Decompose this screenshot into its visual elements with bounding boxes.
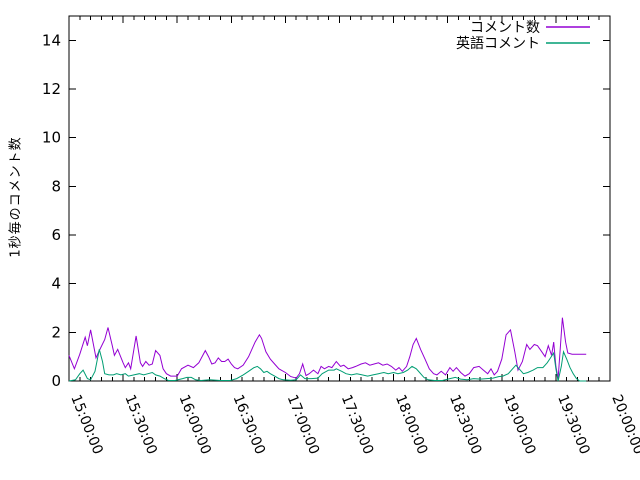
legend-label-comments: コメント数	[470, 20, 540, 36]
series-group	[68, 317, 587, 382]
series-line-comments	[68, 317, 587, 379]
y-tick-label: 8	[51, 177, 61, 195]
plot-border	[68, 15, 611, 382]
x-tick-label: 19:00:00	[500, 393, 538, 457]
axes-group: 15:00:00 15:30:00 16:00:00 16:30:00 17:00:00…	[42, 15, 640, 457]
y-tick-label: 6	[51, 226, 61, 244]
y-tick-label: 12	[42, 80, 61, 98]
x-tick-label: 17:00:00	[284, 393, 322, 457]
x-tick-label: 15:30:00	[121, 393, 159, 457]
x-tick-label: 18:00:00	[392, 393, 430, 457]
x-tick-label: 16:30:00	[230, 393, 268, 457]
y-axis-title: 1秒毎のコメント数	[8, 136, 24, 258]
y-tick-label: 0	[51, 372, 61, 390]
y-tick-label: 2	[51, 323, 61, 341]
x-tick-label: 16:00:00	[175, 393, 213, 457]
x-tick-label: 18:30:00	[446, 393, 484, 457]
series-line-english-comments	[68, 349, 587, 382]
x-tick-label: 19:30:00	[554, 393, 592, 457]
legend-label-english-comments: 英語コメント	[456, 35, 540, 52]
y-tick-label: 10	[42, 129, 61, 147]
x-tick-label: 17:30:00	[338, 393, 376, 457]
y-tick-label: 14	[42, 31, 61, 49]
y-tick-label: 4	[51, 275, 61, 293]
x-tick-label: 15:00:00	[67, 393, 105, 457]
x-tick-label: 20:00:00	[608, 393, 640, 457]
